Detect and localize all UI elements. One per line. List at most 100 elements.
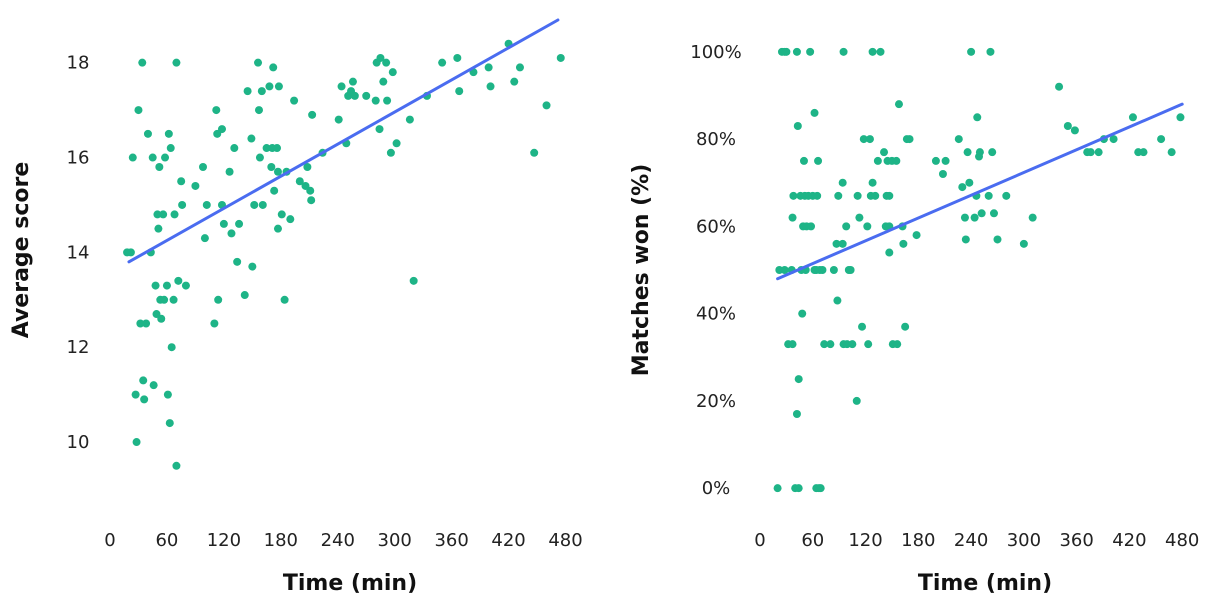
x-tick-label: 120 (848, 530, 882, 551)
data-point (792, 47, 801, 56)
data-point (853, 191, 862, 200)
data-point (893, 340, 902, 349)
data-point (348, 77, 357, 86)
data-point (455, 87, 464, 96)
data-point (273, 144, 282, 153)
data-point (177, 177, 186, 186)
x-tick-label: 480 (548, 530, 582, 551)
data-point (863, 222, 872, 231)
trend-line (776, 102, 1184, 281)
y-tick-label: 12 (67, 337, 90, 358)
data-point (1176, 113, 1185, 122)
data-point (1128, 113, 1137, 122)
data-point (556, 53, 565, 62)
x-tick-label: 0 (754, 530, 765, 551)
data-point (254, 58, 263, 67)
data-point (386, 148, 395, 157)
data-point (1019, 239, 1028, 248)
data-point (814, 156, 823, 165)
data-point (859, 135, 868, 144)
data-point (214, 295, 223, 304)
data-point (383, 96, 392, 105)
data-point (248, 262, 257, 271)
data-point (1109, 135, 1118, 144)
data-point (409, 276, 418, 285)
data-point (233, 257, 242, 266)
y-tick-label: 40% (696, 304, 736, 325)
data-point (806, 47, 815, 56)
data-point (864, 340, 873, 349)
data-point (773, 484, 782, 493)
data-point (257, 87, 266, 96)
data-point (255, 153, 264, 162)
data-point (199, 163, 207, 172)
data-point (858, 322, 867, 331)
data-point (225, 167, 234, 176)
data-point (868, 178, 877, 187)
data-point (200, 234, 209, 243)
data-point (965, 178, 974, 187)
data-point (484, 63, 493, 72)
data-point (1070, 126, 1079, 135)
data-point (172, 461, 181, 470)
data-point (243, 87, 252, 96)
data-point (274, 82, 283, 91)
data-point (899, 239, 908, 248)
data-point (250, 200, 259, 209)
data-point (303, 163, 312, 172)
data-point (307, 196, 316, 205)
data-point (162, 281, 171, 290)
data-point (1167, 148, 1176, 157)
data-point (167, 343, 176, 352)
data-point (202, 200, 211, 209)
data-point (868, 47, 877, 56)
x-tick-label: 0 (104, 530, 115, 551)
data-point (262, 144, 271, 153)
data-point (788, 213, 797, 222)
data-point (375, 125, 384, 134)
data-point (254, 106, 263, 115)
data-point (149, 381, 158, 390)
x-tick-label: 180 (264, 530, 298, 551)
data-point (838, 239, 847, 248)
data-point (818, 266, 827, 274)
data-point (871, 191, 880, 200)
data-point (128, 153, 137, 162)
data-point (848, 340, 857, 349)
data-point (1094, 148, 1103, 157)
data-point (1002, 191, 1011, 200)
data-point (160, 295, 169, 304)
y-axis-title: Matches won (%) (629, 164, 654, 377)
data-point (376, 53, 385, 62)
data-point (136, 319, 145, 328)
data-point (892, 156, 901, 165)
data-point (794, 375, 803, 384)
chart-matches-won: 0% 20% 40% 60% 80% 100% 0 60 120 180 240 300 360 420 4… (629, 42, 1199, 596)
data-point (826, 340, 835, 349)
data-point (306, 186, 315, 195)
data-point (961, 235, 970, 244)
data-point (151, 281, 160, 290)
y-tick-label: 80% (696, 129, 736, 150)
data-point (217, 125, 226, 134)
data-point (912, 231, 921, 240)
data-point (155, 163, 164, 172)
data-point (838, 178, 847, 187)
data-point (865, 135, 874, 144)
data-point (829, 266, 838, 274)
data-point (258, 200, 267, 209)
y-tick-label: 14 (67, 242, 90, 263)
x-tick-label: 240 (954, 530, 988, 551)
data-point (807, 222, 816, 231)
data-point (210, 319, 219, 328)
x-tick-label: 480 (1165, 530, 1199, 551)
data-point (169, 295, 178, 304)
data-point (212, 106, 221, 115)
data-point (973, 113, 982, 122)
data-point (154, 224, 163, 233)
data-point (269, 63, 278, 72)
data-point (438, 58, 447, 67)
data-point (905, 135, 914, 144)
data-point (174, 276, 183, 285)
data-point (975, 148, 984, 157)
